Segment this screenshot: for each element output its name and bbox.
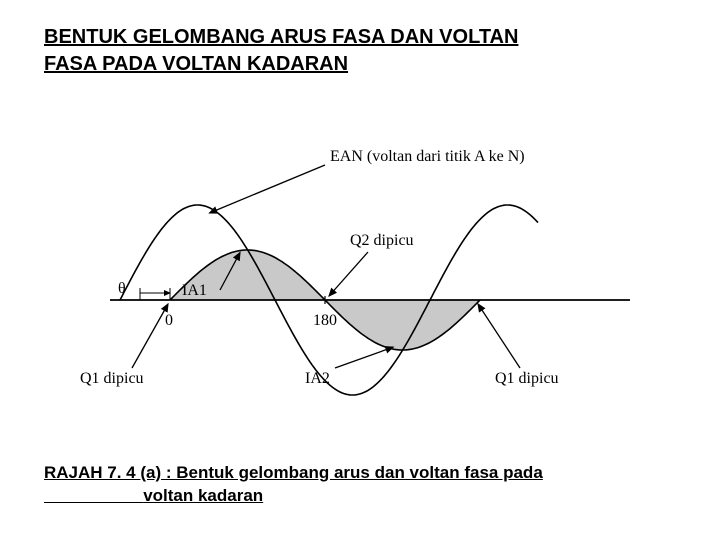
label-one80: 180	[313, 312, 337, 330]
waveform-diagram: EAN (voltan dari titik A ke N) Q2 dipicu…	[110, 140, 630, 420]
caption-line-1: RAJAH 7. 4 (a) : Bentuk gelombang arus d…	[44, 463, 543, 482]
label-zero: 0	[165, 312, 173, 330]
label-q1-right: Q1 dipicu	[495, 370, 559, 388]
label-ia1: IA1	[182, 282, 207, 300]
title-line-2: FASA PADA VOLTAN KADARAN	[44, 53, 348, 75]
page-title: BENTUK GELOMBANG ARUS FASA DAN VOLTAN FA…	[44, 24, 518, 78]
label-q2: Q2 dipicu	[350, 232, 414, 250]
caption-line-2: voltan kadaran	[143, 486, 263, 505]
label-ean: EAN (voltan dari titik A ke N)	[330, 148, 525, 166]
label-q1-left: Q1 dipicu	[80, 370, 144, 388]
label-ia2: IA2	[305, 370, 330, 388]
figure-caption: RAJAH 7. 4 (a) : Bentuk gelombang arus d…	[44, 462, 543, 508]
title-line-1: BENTUK GELOMBANG ARUS FASA DAN VOLTAN	[44, 26, 518, 48]
label-theta: θ	[118, 280, 126, 298]
